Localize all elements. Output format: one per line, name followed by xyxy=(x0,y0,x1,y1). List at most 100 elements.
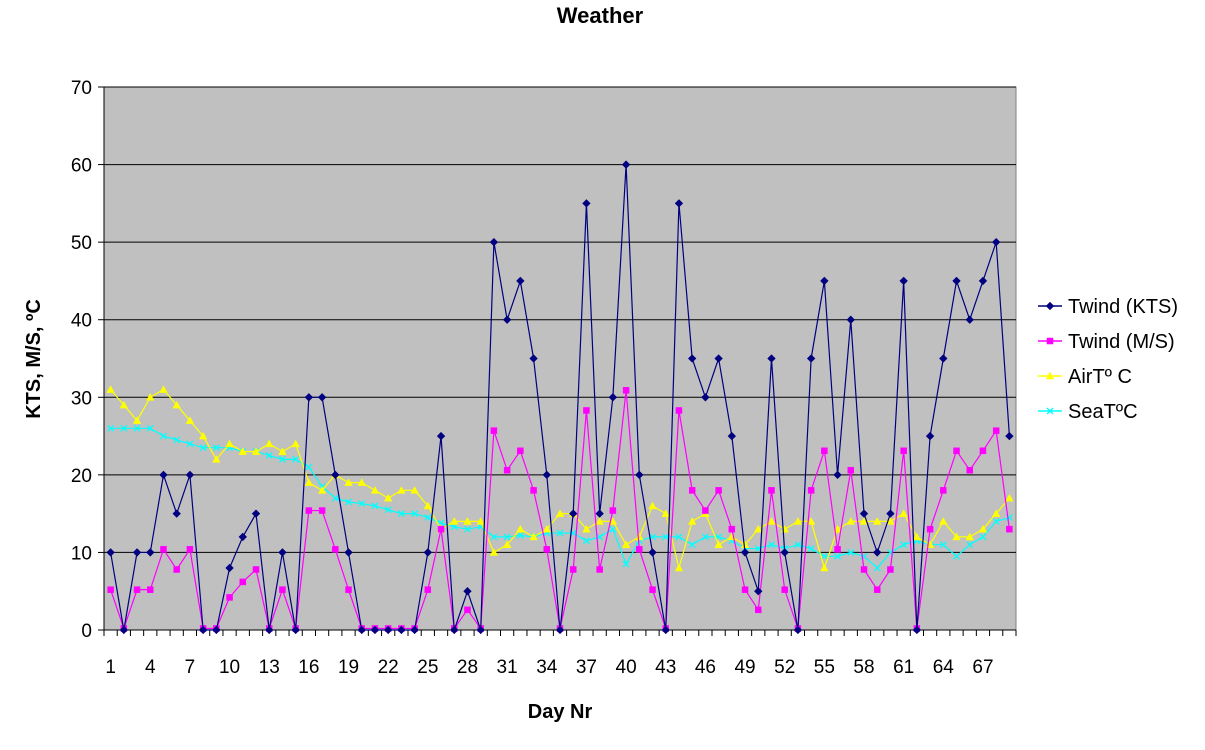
legend-marker xyxy=(1046,407,1054,415)
data-point-2 xyxy=(146,392,155,401)
data-point-0 xyxy=(820,276,829,286)
data-point-0 xyxy=(595,509,604,518)
data-point-1 xyxy=(424,586,432,593)
data-point-1 xyxy=(622,387,630,394)
data-point-3 xyxy=(503,533,511,541)
data-point-0 xyxy=(344,548,353,557)
data-point-0 xyxy=(648,548,657,557)
data-point-3-stroke xyxy=(146,424,154,432)
data-point-3 xyxy=(199,444,207,452)
data-point-0 xyxy=(225,563,234,573)
data-point-0 xyxy=(489,237,499,247)
data-point-1 xyxy=(503,466,511,474)
data-point-1 xyxy=(490,427,498,434)
data-point-3-stroke xyxy=(384,506,392,514)
data-point-2 xyxy=(132,416,142,424)
data-point-0 xyxy=(265,625,274,635)
legend-label: SeaTºC xyxy=(1068,401,1138,423)
data-point-0 xyxy=(886,509,895,518)
data-point-3-stroke xyxy=(1005,514,1013,521)
data-point-3-stroke xyxy=(794,541,802,549)
data-point-2 xyxy=(264,439,274,448)
data-point-3 xyxy=(107,424,115,432)
data-point-2 xyxy=(687,517,697,525)
data-point-3-stroke xyxy=(186,440,194,448)
data-point-1 xyxy=(530,487,537,494)
x-tick-label: 31 xyxy=(497,657,518,678)
data-point-2 xyxy=(212,455,221,463)
data-point-2 xyxy=(476,517,485,525)
data-point-0 xyxy=(965,315,974,324)
data-point-0 xyxy=(859,509,869,518)
data-point-1 xyxy=(133,586,141,593)
x-tick-label: 64 xyxy=(933,657,955,678)
data-point-0 xyxy=(873,548,882,557)
data-point-0 xyxy=(476,625,485,635)
data-point-3-stroke xyxy=(450,523,458,531)
data-point-3 xyxy=(966,541,974,549)
data-point-0 xyxy=(502,315,512,324)
legend: Twind (KTS) Twind (M/S) AirTº C SeaTºC xyxy=(1038,296,1178,423)
data-point-0 xyxy=(357,625,366,635)
data-point-0 xyxy=(833,470,842,480)
data-point-0 xyxy=(146,548,155,557)
legend-label: Twind (M/S) xyxy=(1068,331,1175,353)
data-point-3 xyxy=(834,552,842,560)
data-point-3 xyxy=(305,463,313,471)
data-point-1 xyxy=(887,566,894,573)
data-point-1 xyxy=(279,586,286,593)
data-point-2 xyxy=(106,385,115,393)
data-point-2 xyxy=(635,532,644,541)
data-point-1 xyxy=(437,525,445,533)
data-point-3 xyxy=(371,502,379,510)
data-point-1 xyxy=(649,586,656,593)
data-point-1 xyxy=(741,586,749,593)
x-tick-label: 61 xyxy=(893,657,914,678)
data-point-0 xyxy=(212,625,221,635)
data-point-2 xyxy=(489,548,499,556)
data-point-3 xyxy=(424,514,432,521)
data-point-2 xyxy=(502,540,512,548)
legend-marker-stroke xyxy=(1046,407,1054,415)
data-point-2 xyxy=(251,447,261,455)
data-point-3 xyxy=(173,436,181,444)
y-tick-label: 70 xyxy=(71,78,92,99)
data-point-1 xyxy=(107,586,114,593)
data-point-3 xyxy=(160,432,167,440)
data-point-1 xyxy=(239,578,247,586)
data-point-3 xyxy=(979,533,987,541)
data-point-3 xyxy=(411,510,419,518)
data-point-0 xyxy=(555,625,565,635)
data-point-3-stroke xyxy=(133,424,141,432)
data-point-3-stroke xyxy=(609,525,617,533)
data-point-3-stroke xyxy=(411,510,419,518)
data-point-3-stroke xyxy=(807,545,815,553)
data-point-2 xyxy=(542,524,552,533)
data-point-2 xyxy=(278,447,287,455)
data-point-2 xyxy=(172,400,181,409)
data-point-3 xyxy=(464,525,471,533)
data-point-3 xyxy=(662,533,670,541)
data-point-0 xyxy=(780,548,789,557)
data-point-0 xyxy=(119,625,128,635)
data-point-1 xyxy=(781,586,788,593)
data-point-2 xyxy=(714,540,723,548)
data-point-0 xyxy=(635,470,644,480)
data-point-2 xyxy=(793,517,803,525)
data-point-3 xyxy=(688,541,696,549)
data-point-0 xyxy=(384,625,393,635)
data-point-0 xyxy=(754,587,763,596)
y-tick-label: 60 xyxy=(71,156,92,177)
data-point-3-stroke xyxy=(490,533,498,541)
data-point-3 xyxy=(358,500,366,508)
x-tick-label: 52 xyxy=(774,657,795,678)
data-point-0 xyxy=(450,625,459,635)
data-point-3 xyxy=(516,531,524,539)
data-point-3-stroke xyxy=(953,552,960,560)
data-point-2 xyxy=(119,400,129,409)
data-point-1 xyxy=(186,546,194,553)
data-point-1 xyxy=(318,507,326,514)
data-point-0 xyxy=(714,354,723,363)
data-point-0 xyxy=(608,393,618,402)
data-point-1 xyxy=(940,487,947,494)
